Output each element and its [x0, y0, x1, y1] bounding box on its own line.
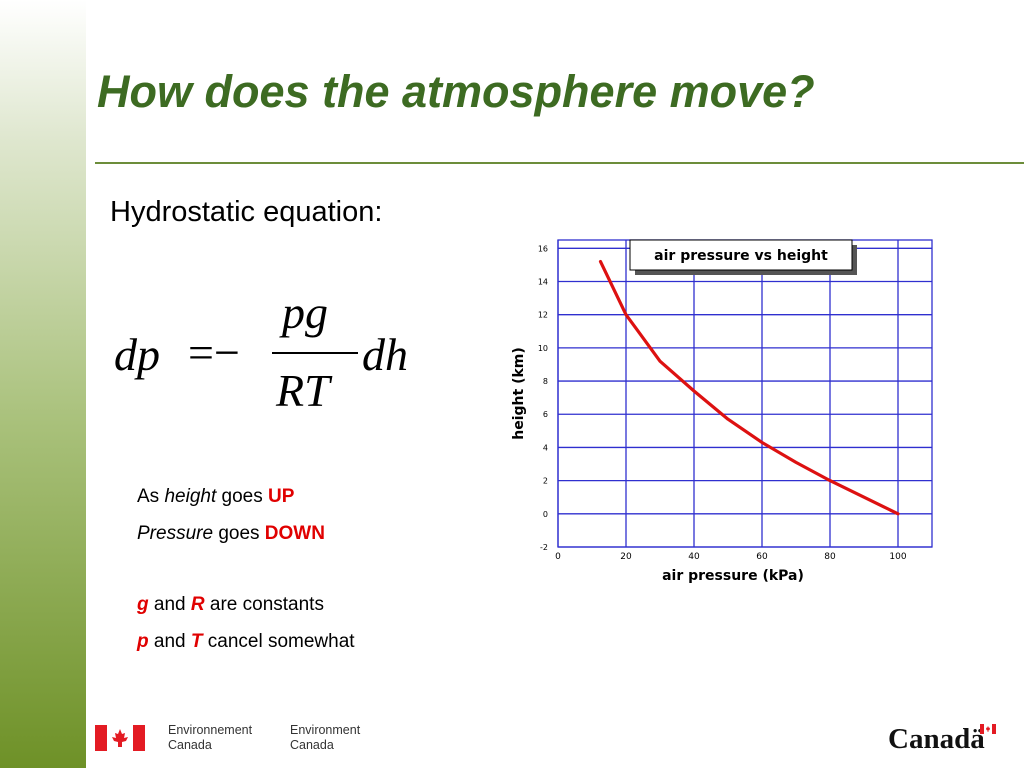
canada-wordmark: Canadä	[888, 723, 985, 755]
equation-heading: Hydrostatic equation:	[110, 196, 383, 228]
note-line-pressure-down: Pressure goes DOWN	[137, 521, 355, 558]
note-and-2: and	[153, 631, 186, 652]
dept-fr-line1: Environnement	[168, 723, 253, 737]
x-tick-label: 80	[824, 552, 836, 562]
y-tick-label: 8	[543, 377, 548, 386]
note-line-cancel: p and T cancel somewhat	[137, 629, 355, 666]
x-tick-label: 100	[889, 552, 906, 562]
note-line-constants: g and R are constants	[137, 592, 355, 629]
note-r: R	[190, 594, 205, 615]
environment-canada-signature: Environnement Canada Environment Canada	[95, 722, 395, 758]
dept-en-line1: Environment	[290, 723, 361, 737]
plot-border	[557, 239, 933, 548]
notes-block: As height goes UP Pressure goes DOWN g a…	[137, 484, 355, 666]
y-tick-label: 6	[543, 410, 548, 419]
chart-title-box	[629, 239, 853, 271]
fraction-bar	[272, 352, 358, 354]
equation-lhs: dp	[114, 329, 160, 380]
x-tick-label: 40	[688, 552, 700, 562]
x-tick-label: 20	[620, 552, 632, 562]
note-goes-1: goes	[221, 486, 263, 507]
y-tick-label: 12	[538, 311, 548, 320]
note-g: g	[137, 594, 149, 615]
note-height: height	[164, 486, 217, 507]
y-tick-label: 10	[538, 344, 548, 353]
y-tick-label: 0	[543, 510, 548, 519]
note-constants: are constants	[209, 594, 324, 615]
chart-title: air pressure vs height	[654, 248, 828, 264]
air-pressure-height-chart: 0 20 40 60 80 100 -2 0 2 4 6 8 10 12 14 16 air pressure …	[511, 239, 933, 584]
dept-name-french: Environnement Canada	[168, 723, 252, 753]
side-gradient-bar	[0, 0, 86, 768]
y-tick-label: 16	[538, 244, 548, 253]
note-pressure: Pressure	[137, 523, 214, 544]
wordmark-flag-icon	[980, 724, 996, 734]
y-tick-label: 14	[538, 277, 548, 286]
equation-denominator: RT	[276, 365, 330, 416]
note-t: T	[190, 631, 203, 652]
x-tick-label: 0	[555, 552, 561, 562]
equation-operator: =−	[188, 327, 240, 378]
dept-name-english: Environment Canada	[290, 723, 360, 753]
x-tick-label: 60	[756, 552, 768, 562]
y-tick-label: -2	[540, 543, 548, 552]
y-tick-label: 4	[543, 443, 548, 452]
note-line-height-up: As height goes UP	[137, 484, 355, 521]
canada-flag-icon	[95, 725, 145, 751]
x-axis-label: air pressure (kPa)	[662, 568, 804, 584]
title-divider	[95, 162, 1024, 164]
note-cancel: cancel somewhat	[207, 631, 355, 652]
note-as: As	[137, 486, 160, 507]
equation-rhs: dh	[362, 329, 408, 380]
note-and-1: and	[153, 594, 186, 615]
y-axis-label: height (km)	[511, 347, 527, 440]
note-p: p	[137, 631, 149, 652]
dept-fr-line2: Canada	[168, 738, 212, 752]
hydrostatic-equation: dp =− pg RT dh	[112, 287, 432, 430]
note-down: DOWN	[264, 523, 325, 544]
note-goes-2: goes	[218, 523, 260, 544]
y-tick-label: 2	[543, 477, 548, 486]
dept-en-line2: Canada	[290, 738, 334, 752]
slide-title: How does the atmosphere move?	[97, 66, 815, 117]
note-up: UP	[268, 486, 295, 507]
pressure-height-curve	[598, 259, 900, 516]
notes-spacer	[137, 558, 355, 592]
equation-numerator: pg	[282, 287, 328, 338]
